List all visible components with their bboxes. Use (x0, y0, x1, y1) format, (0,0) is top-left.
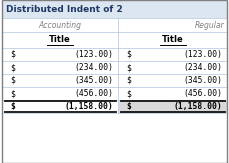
Text: $: $ (126, 76, 131, 85)
Bar (2, 74, 118, 87)
Text: Title: Title (162, 36, 183, 44)
Text: (234.00): (234.00) (74, 63, 113, 72)
Bar (2, 61, 118, 74)
Text: (456.00): (456.00) (183, 89, 222, 98)
Text: Accounting: Accounting (38, 21, 82, 30)
Text: (1,158.00): (1,158.00) (173, 102, 222, 111)
Text: (1,158.00): (1,158.00) (64, 102, 113, 111)
Text: $: $ (126, 50, 131, 59)
Text: (345.00): (345.00) (74, 76, 113, 85)
Bar (118, 61, 227, 74)
Text: $: $ (10, 50, 15, 59)
Bar (118, 18, 227, 32)
Text: Title: Title (49, 36, 71, 44)
Text: Distributed Indent of 2: Distributed Indent of 2 (6, 5, 123, 14)
Text: $: $ (10, 102, 15, 111)
Text: (123.00): (123.00) (183, 50, 222, 59)
Bar (2, 32, 118, 48)
Text: (123.00): (123.00) (74, 50, 113, 59)
Text: (456.00): (456.00) (74, 89, 113, 98)
Bar (118, 74, 227, 87)
Bar (118, 100, 227, 113)
Text: $: $ (126, 102, 131, 111)
Bar (2, 18, 118, 32)
Bar (2, 100, 118, 113)
Bar (118, 48, 227, 61)
Text: $: $ (10, 89, 15, 98)
Text: $: $ (10, 63, 15, 72)
Bar (2, 87, 118, 100)
Bar (2, 48, 118, 61)
Bar (2, 0, 227, 18)
Text: (234.00): (234.00) (183, 63, 222, 72)
Text: Regular: Regular (194, 21, 224, 30)
Bar (118, 32, 227, 48)
Text: $: $ (126, 89, 131, 98)
Text: $: $ (10, 76, 15, 85)
Text: $: $ (126, 63, 131, 72)
Text: (345.00): (345.00) (183, 76, 222, 85)
Bar (118, 87, 227, 100)
